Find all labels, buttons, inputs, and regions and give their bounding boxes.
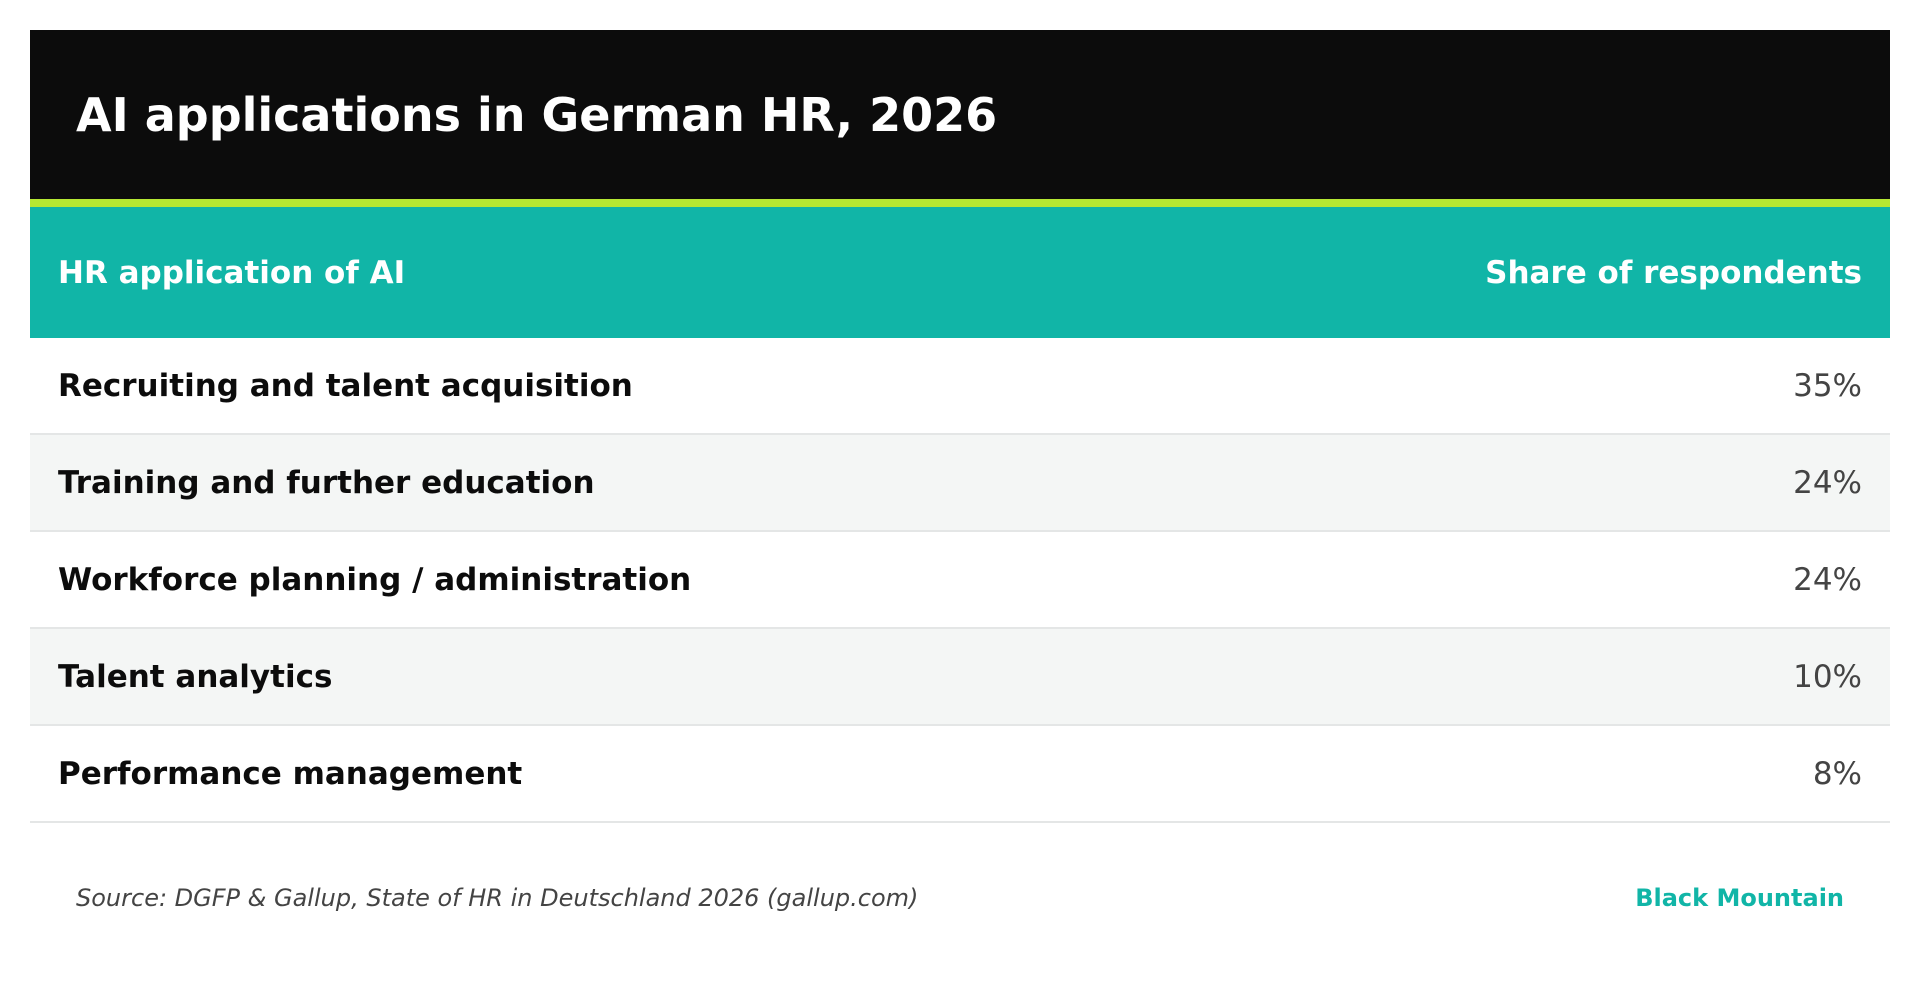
- table-row: Recruiting and talent acquisition 35%: [30, 338, 1890, 435]
- row-value: 10%: [1793, 658, 1862, 695]
- row-label: Workforce planning / administration: [58, 561, 692, 598]
- table-card: AI applications in German HR, 2026 HR ap…: [30, 30, 1890, 823]
- table-body: Recruiting and talent acquisition 35% Trai…: [30, 338, 1890, 823]
- row-value: 24%: [1793, 561, 1862, 598]
- brand-label: Black Mountain: [1635, 884, 1844, 912]
- accent-line: [30, 199, 1890, 207]
- table-row: Workforce planning / administration 24%: [30, 532, 1890, 629]
- row-value: 35%: [1793, 367, 1862, 404]
- row-value: 24%: [1793, 464, 1862, 501]
- row-label: Performance management: [58, 755, 523, 792]
- row-label: Recruiting and talent acquisition: [58, 367, 633, 404]
- source-note: Source: DGFP & Gallup, State of HR in De…: [76, 884, 919, 912]
- table-row: Performance management 8%: [30, 726, 1890, 823]
- chart-title: AI applications in German HR, 2026: [76, 87, 998, 142]
- footer: Source: DGFP & Gallup, State of HR in De…: [76, 884, 1844, 912]
- row-label: Training and further education: [58, 464, 595, 501]
- row-label: Talent analytics: [58, 658, 333, 695]
- table-row: Talent analytics 10%: [30, 629, 1890, 726]
- row-value: 8%: [1812, 755, 1862, 792]
- title-bar: AI applications in German HR, 2026: [30, 30, 1890, 199]
- table-row: Training and further education 24%: [30, 435, 1890, 532]
- column-header-share: Share of respondents: [1485, 254, 1862, 291]
- column-header-application: HR application of AI: [58, 254, 406, 291]
- table-header: HR application of AI Share of respondent…: [30, 207, 1890, 338]
